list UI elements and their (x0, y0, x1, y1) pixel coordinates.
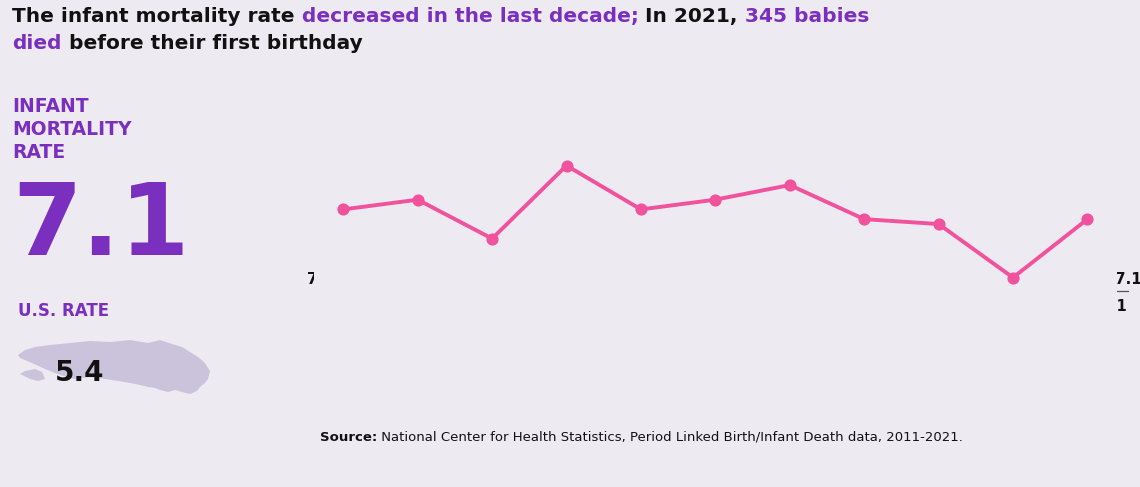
Text: 345 babies: 345 babies (744, 7, 869, 26)
Text: decreased in the last decade;: decreased in the last decade; (301, 7, 638, 26)
Point (408, 196, 426, 204)
Text: 7.1: 7.1 (13, 179, 189, 276)
Text: Rate per 1,000 live births: Rate per 1,000 live births (320, 102, 531, 117)
Point (557, 162, 576, 169)
Point (632, 206, 650, 213)
Point (929, 220, 947, 228)
Text: 7.3: 7.3 (629, 272, 657, 287)
Text: INFANT
MORTALITY
RATE: INFANT MORTALITY RATE (13, 97, 131, 162)
Text: U.S. RATE: U.S. RATE (18, 302, 109, 320)
Point (707, 196, 725, 204)
Point (334, 206, 352, 213)
Text: 7.5: 7.5 (710, 272, 738, 287)
Polygon shape (18, 340, 210, 394)
Point (483, 235, 502, 243)
Text: In 2021,: In 2021, (638, 7, 744, 26)
Text: 5.9: 5.9 (1034, 272, 1060, 287)
Point (1004, 274, 1023, 281)
Polygon shape (21, 369, 44, 381)
Text: 7.3: 7.3 (307, 272, 333, 287)
Text: 7.1: 7.1 (1115, 272, 1140, 287)
Text: Source:: Source: (320, 431, 377, 444)
Text: National Center for Health Statistics, Period Linked Birth/Infant Death data, 20: National Center for Health Statistics, P… (377, 431, 963, 444)
Point (1078, 215, 1097, 223)
Text: died: died (13, 34, 62, 53)
Text: The presence of purple (darker color) indicates a significant trend (p <= 0.05): The presence of purple (darker color) in… (375, 299, 866, 312)
Text: The infant mortality rate: The infant mortality rate (13, 7, 301, 26)
Text: 7.8: 7.8 (791, 272, 819, 287)
Point (855, 215, 873, 223)
Text: 2011: 2011 (320, 299, 361, 314)
Text: 8.2: 8.2 (548, 272, 576, 287)
Point (781, 181, 799, 189)
Text: 2021: 2021 (1088, 299, 1127, 314)
Text: 6.7: 6.7 (469, 272, 495, 287)
Text: 7.1: 7.1 (872, 272, 899, 287)
Text: 7.5: 7.5 (388, 272, 414, 287)
Text: 7.0: 7.0 (953, 272, 980, 287)
Text: 5.4: 5.4 (55, 359, 105, 387)
Text: before their first birthday: before their first birthday (62, 34, 363, 53)
